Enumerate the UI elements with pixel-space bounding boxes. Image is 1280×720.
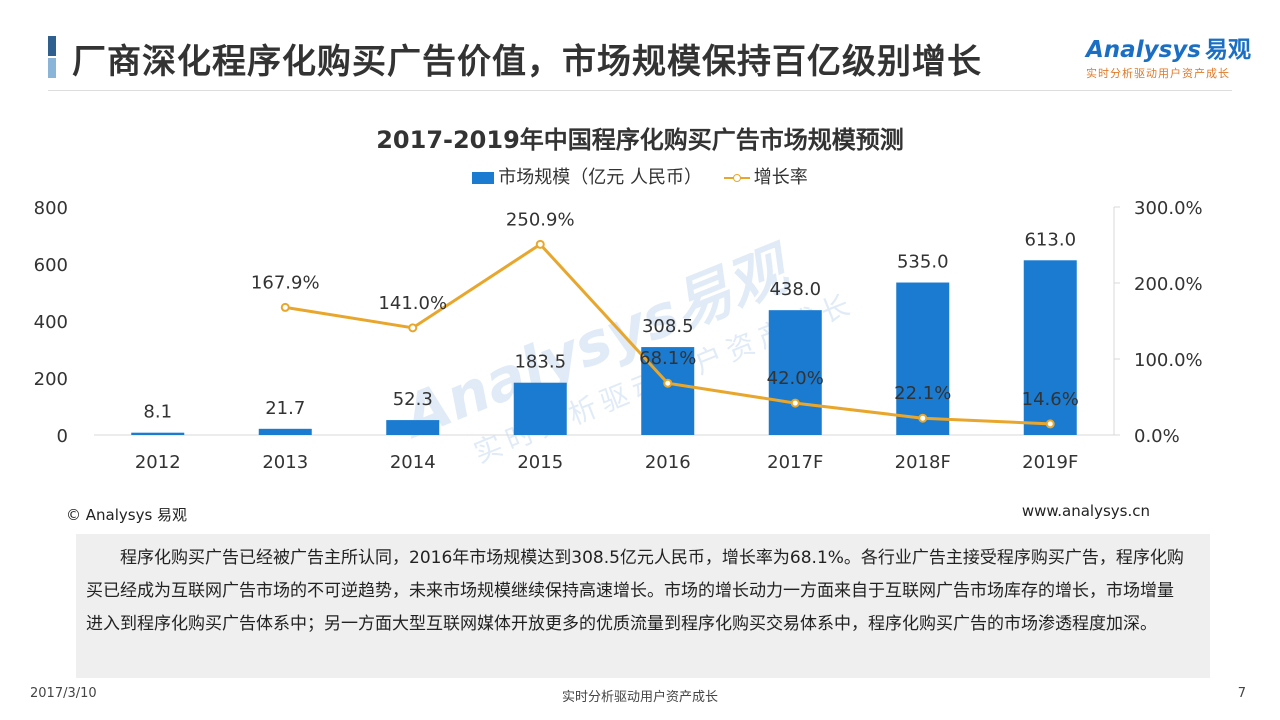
growth-rate-point	[1045, 419, 1055, 429]
bar	[768, 310, 822, 435]
source-website: www.analysys.cn	[1021, 502, 1150, 520]
analysys-logo: Analysys 易观 实时分析驱动用户资产成长	[1086, 30, 1256, 80]
logo-tagline: 实时分析驱动用户资产成长	[1086, 67, 1230, 80]
bar-value-label: 21.7	[265, 398, 305, 419]
chart-title: 2017-2019年中国程序化购买广告市场规模预测	[376, 126, 904, 154]
growth-rate-point	[280, 302, 290, 312]
legend-label-market-size: 市场规模（亿元 人民币）	[498, 167, 702, 188]
legend-item-growth-rate: 增长率	[723, 163, 808, 189]
legend-bar-swatch	[472, 172, 495, 184]
x-tick-label: 2013	[262, 452, 308, 473]
bar-value-label: 52.3	[393, 389, 433, 410]
y-left-tick-label: 800	[34, 198, 68, 219]
y-right-tick-label: 100.0%	[1134, 350, 1203, 371]
growth-rate-label: 22.1%	[894, 383, 951, 404]
footer-date: 2017/3/10	[30, 686, 97, 701]
x-tick-label: 2018F	[895, 452, 951, 473]
market-size-chart: 0 200 400 600 800 0.0% 100.0% 200.0% 300.0% 8.1 21…	[34, 198, 1203, 473]
x-tick-label: 2016	[645, 452, 691, 473]
x-tick-label: 2019F	[1022, 452, 1078, 473]
title-accent-bar	[48, 36, 58, 78]
growth-rate-label: 42.0%	[767, 368, 824, 389]
legend-label-growth-rate: 增长率	[753, 167, 808, 188]
y-left-tick-label: 600	[34, 255, 68, 276]
growth-rate-label: 167.9%	[251, 272, 320, 293]
y-right-tick-label: 300.0%	[1134, 198, 1203, 219]
bar	[641, 347, 695, 435]
growth-rate-point	[918, 413, 928, 423]
growth-rate-point	[535, 239, 545, 249]
bar-value-label: 8.1	[143, 402, 172, 423]
y-left-tick-label: 400	[34, 312, 68, 333]
x-tick-label: 2017F	[767, 452, 823, 473]
bar-value-label: 535.0	[897, 252, 949, 273]
bar-value-label: 613.0	[1024, 229, 1076, 250]
bar	[1023, 260, 1077, 435]
chart-legend: 市场规模（亿元 人民币） 增长率	[0, 163, 1280, 189]
growth-rate-label: 68.1%	[639, 348, 696, 369]
growth-rate-label: 14.6%	[1022, 389, 1079, 410]
logo-text-cn: 易观	[1204, 37, 1251, 63]
legend-item-market-size: 市场规模（亿元 人民币）	[472, 163, 702, 189]
growth-rate-point	[408, 323, 418, 333]
header-divider	[48, 90, 1232, 91]
bar	[513, 382, 567, 435]
y-left-tick-label: 200	[34, 369, 68, 390]
page-title: 厂商深化程序化购买广告价值，市场规模保持百亿级别增长	[72, 42, 982, 82]
growth-rate-label: 141.0%	[378, 293, 447, 314]
growth-rate-point	[790, 398, 800, 408]
y-right-tick-label: 200.0%	[1134, 274, 1203, 295]
page-number: 7	[1237, 686, 1246, 701]
growth-rate-label: 250.9%	[506, 209, 575, 230]
logo-text: Analysys	[1086, 37, 1201, 63]
bar	[896, 282, 950, 435]
bar-value-label: 438.0	[769, 279, 821, 300]
y-left-tick-label: 0	[57, 426, 68, 447]
growth-rate-point	[663, 378, 673, 388]
x-tick-label: 2015	[517, 452, 563, 473]
x-tick-label: 2014	[390, 452, 436, 473]
bar	[131, 432, 185, 435]
bar	[258, 428, 312, 435]
x-tick-label: 2012	[135, 452, 181, 473]
source-copyright: © Analysys 易观	[66, 506, 188, 524]
bar-value-label: 183.5	[514, 352, 566, 373]
legend-line-swatch	[723, 172, 750, 184]
y-right-tick-label: 0.0%	[1134, 426, 1180, 447]
summary-text: 程序化购买广告已经被广告主所认同，2016年市场规模达到308.5亿元人民币，增…	[76, 534, 1210, 678]
footer-tagline: 实时分析驱动用户资产成长	[561, 690, 718, 705]
bar	[386, 420, 440, 435]
bar-value-label: 308.5	[642, 316, 694, 337]
